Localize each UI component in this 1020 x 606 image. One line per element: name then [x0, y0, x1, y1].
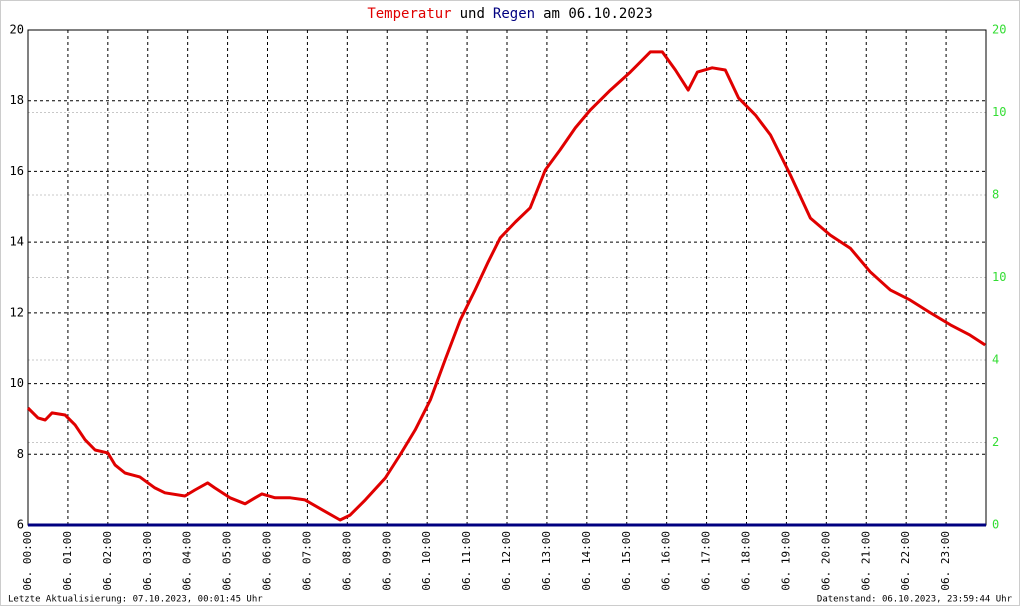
- y-tick-label: 12: [10, 305, 24, 319]
- y-tick-label: 6: [17, 518, 24, 532]
- x-tick-label: 06. 22:00: [899, 531, 912, 591]
- y-tick-label: 20: [10, 23, 24, 37]
- x-tick-label: 06. 03:00: [141, 531, 154, 591]
- x-tick-label: 06. 13:00: [540, 531, 553, 591]
- y2-tick-label: 8: [992, 188, 999, 202]
- x-tick-label: 06. 01:00: [61, 531, 74, 591]
- x-tick-label: 06. 09:00: [380, 531, 393, 591]
- y-tick-label: 10: [10, 376, 24, 390]
- y2-tick-label: 20: [992, 23, 1006, 37]
- y2-tick-label: 10: [992, 105, 1006, 119]
- title-part: Regen: [493, 6, 535, 22]
- y-tick-label: 18: [10, 93, 24, 107]
- y2-tick-label: 10: [992, 270, 1006, 284]
- x-tick-label: 06. 10:00: [420, 531, 433, 591]
- x-tick-label: 06. 21:00: [859, 531, 872, 591]
- x-tick-label: 06. 18:00: [740, 531, 753, 591]
- x-tick-label: 06. 16:00: [660, 531, 673, 591]
- title-part: Temperatur: [367, 6, 451, 22]
- x-tick-label: 06. 12:00: [500, 531, 513, 591]
- y-tick-label: 16: [10, 164, 24, 178]
- x-tick-label: 06. 00:00: [21, 531, 34, 591]
- x-tick-label: 06. 08:00: [340, 531, 353, 591]
- x-tick-label: 06. 17:00: [700, 531, 713, 591]
- title-part: am 06.10.2023: [543, 6, 653, 22]
- y-tick-label: 8: [17, 447, 24, 461]
- chart-title: Temperatur und Regen am 06.10.2023: [367, 6, 652, 22]
- x-tick-label: 06. 14:00: [580, 531, 593, 591]
- series-line: [26, 50, 987, 522]
- x-tick-label: 06. 06:00: [261, 531, 274, 591]
- x-tick-label: 06. 20:00: [819, 531, 832, 591]
- x-tick-label: 06. 23:00: [939, 531, 952, 591]
- footer-left: Letzte Aktualisierung: 07.10.2023, 00:01…: [8, 595, 263, 605]
- x-tick-label: 06. 07:00: [300, 531, 313, 591]
- x-tick-label: 06. 04:00: [181, 531, 194, 591]
- title-part: und: [460, 6, 485, 22]
- x-tick-label: 06. 19:00: [779, 531, 792, 591]
- y-tick-label: 14: [10, 235, 24, 249]
- y2-tick-label: 0: [992, 518, 999, 532]
- x-tick-label: 06. 05:00: [221, 531, 234, 591]
- y2-tick-label: 4: [992, 353, 999, 367]
- x-tick-label: 06. 02:00: [101, 531, 114, 591]
- x-tick-label: 06. 11:00: [460, 531, 473, 591]
- x-tick-label: 06. 15:00: [620, 531, 633, 591]
- footer-right: Datenstand: 06.10.2023, 23:59:44 Uhr: [817, 595, 1013, 605]
- y2-tick-label: 2: [992, 435, 999, 449]
